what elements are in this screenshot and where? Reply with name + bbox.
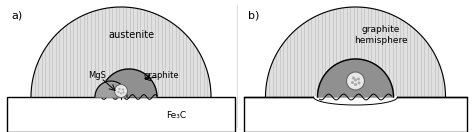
Circle shape xyxy=(354,79,357,81)
Circle shape xyxy=(357,81,361,84)
Polygon shape xyxy=(318,59,393,97)
Circle shape xyxy=(122,88,124,91)
Circle shape xyxy=(351,81,354,84)
Circle shape xyxy=(346,72,365,90)
Circle shape xyxy=(118,91,119,93)
Circle shape xyxy=(357,77,360,81)
Text: b): b) xyxy=(248,10,259,20)
Text: a): a) xyxy=(11,10,22,20)
Polygon shape xyxy=(31,7,211,97)
Polygon shape xyxy=(313,97,398,105)
Text: austenite: austenite xyxy=(108,30,154,40)
Circle shape xyxy=(120,92,122,95)
Polygon shape xyxy=(95,81,127,97)
Text: MgS: MgS xyxy=(88,70,106,79)
Circle shape xyxy=(352,77,355,79)
Circle shape xyxy=(118,88,120,90)
Polygon shape xyxy=(265,7,446,97)
Circle shape xyxy=(354,83,357,86)
Text: graphite
hemisphere: graphite hemisphere xyxy=(354,25,407,45)
Text: Fe₃C: Fe₃C xyxy=(166,110,186,119)
Bar xyxy=(244,97,467,132)
Bar xyxy=(7,97,235,132)
Circle shape xyxy=(115,84,128,98)
Circle shape xyxy=(122,91,125,94)
Text: graphite: graphite xyxy=(143,70,179,79)
Polygon shape xyxy=(101,69,157,97)
